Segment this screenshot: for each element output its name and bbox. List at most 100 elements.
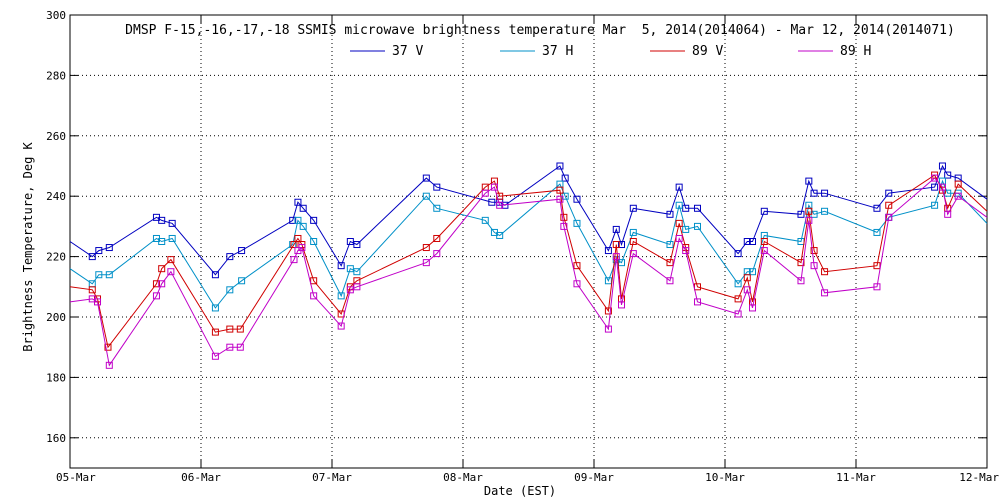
data-point-37-h bbox=[821, 207, 829, 215]
data-point-89-h bbox=[743, 286, 751, 294]
data-point-37-v bbox=[556, 162, 564, 170]
data-point-37-h bbox=[873, 228, 881, 236]
data-point-89-h bbox=[211, 352, 219, 360]
data-point-89-h bbox=[290, 256, 298, 264]
axes: 160 180 200 220 240 260 280 300 05-Mar 06-Mar 07-M… bbox=[46, 9, 999, 484]
data-point-89-v bbox=[290, 241, 298, 249]
data-point-89-h bbox=[749, 304, 757, 312]
legend-label-89-v: 89 V bbox=[692, 44, 723, 59]
data-point-89-h bbox=[693, 298, 701, 306]
data-point-37-v bbox=[743, 238, 751, 245]
data-point-37-h bbox=[734, 280, 742, 288]
y-tick-label: 220 bbox=[46, 251, 66, 264]
series-line-89-h bbox=[69, 177, 988, 367]
series-89-v bbox=[69, 171, 988, 351]
data-point-89-h bbox=[353, 283, 361, 291]
data-point-37-h bbox=[666, 241, 674, 249]
data-point-89-h bbox=[337, 322, 345, 330]
data-point-37-h bbox=[168, 234, 176, 242]
data-point-89-v bbox=[556, 186, 564, 194]
x-tick-label: 11-Mar bbox=[836, 471, 876, 484]
data-point-89-h bbox=[481, 189, 489, 197]
data-point-89-v bbox=[88, 286, 96, 294]
data-point-89-v bbox=[236, 325, 244, 333]
data-point-37-v bbox=[289, 216, 297, 224]
data-point-89-h bbox=[734, 310, 742, 318]
data-point-89-h bbox=[490, 183, 498, 191]
data-point-89-h bbox=[805, 216, 813, 224]
y-tick-label: 180 bbox=[46, 371, 66, 384]
y-tick-label: 300 bbox=[46, 9, 66, 22]
data-point-89-h bbox=[612, 253, 620, 261]
data-point-37-v bbox=[604, 247, 612, 255]
data-point-89-v bbox=[104, 343, 112, 351]
data-point-89-h bbox=[760, 247, 768, 255]
data-point-89-v bbox=[885, 201, 893, 209]
data-point-37-h bbox=[693, 222, 701, 230]
data-point-37-h bbox=[299, 222, 307, 230]
data-point-89-v bbox=[226, 325, 234, 333]
data-point-89-h bbox=[298, 244, 306, 252]
data-point-37-v bbox=[488, 198, 496, 206]
data-point-89-v bbox=[954, 180, 962, 188]
data-point-37-v bbox=[337, 262, 345, 270]
data-point-37-v bbox=[760, 207, 768, 215]
data-point-89-v bbox=[675, 219, 683, 227]
series-37-v bbox=[69, 162, 988, 279]
x-axis-label: Date (EST) bbox=[484, 484, 556, 498]
x-tick-label: 12-Mar bbox=[959, 471, 999, 484]
data-point-89-v bbox=[158, 265, 166, 273]
data-point-37-v bbox=[734, 250, 742, 258]
data-point-37-v bbox=[105, 244, 113, 252]
data-point-89-v bbox=[612, 241, 620, 249]
data-point-37-v bbox=[885, 189, 893, 197]
data-point-89-h bbox=[629, 250, 637, 258]
data-point-37-v bbox=[618, 241, 626, 249]
data-point-89-h bbox=[944, 210, 952, 218]
data-point-89-h bbox=[346, 286, 354, 294]
chart-title: DMSP F-15,-16,-17,-18 SSMIS microwave br… bbox=[125, 23, 955, 38]
data-point-37-v bbox=[294, 198, 302, 206]
data-point-89-v bbox=[310, 277, 318, 285]
data-point-37-v bbox=[944, 171, 952, 179]
data-point-89-h bbox=[666, 277, 674, 285]
data-point-89-v bbox=[666, 259, 674, 267]
data-point-37-v bbox=[693, 204, 701, 212]
data-point-37-h bbox=[422, 192, 430, 200]
data-point-89-h bbox=[618, 301, 626, 309]
legend: 37 V 37 H 89 V 89 H bbox=[350, 44, 871, 59]
data-point-37-v bbox=[805, 177, 813, 185]
data-point-37-h bbox=[481, 216, 489, 224]
data-point-37-v bbox=[573, 195, 581, 203]
data-point-37-h bbox=[310, 238, 318, 245]
data-point-89-v bbox=[805, 207, 813, 215]
legend-label-89-h: 89 H bbox=[840, 44, 871, 59]
data-point-37-v bbox=[810, 189, 818, 197]
data-point-89-h bbox=[604, 325, 612, 333]
data-point-37-v bbox=[938, 162, 946, 170]
y-tick-label: 240 bbox=[46, 190, 66, 203]
data-point-37-v bbox=[346, 238, 354, 245]
data-point-89-h bbox=[236, 343, 244, 351]
data-point-37-v bbox=[88, 253, 96, 261]
data-point-89-h bbox=[158, 280, 166, 288]
data-point-37-v bbox=[821, 189, 829, 197]
data-point-89-h bbox=[152, 292, 160, 300]
data-point-37-v bbox=[226, 253, 234, 261]
data-point-37-v bbox=[168, 219, 176, 227]
data-point-37-v bbox=[873, 204, 881, 212]
data-point-89-h bbox=[675, 234, 683, 242]
series-line-89-v bbox=[69, 174, 988, 349]
data-point-37-v bbox=[422, 174, 430, 182]
x-tick-label: 08-Mar bbox=[443, 471, 483, 484]
data-point-89-h bbox=[226, 343, 234, 351]
data-point-89-v bbox=[573, 262, 581, 270]
data-point-37-h bbox=[433, 204, 441, 212]
y-tick-label: 160 bbox=[46, 432, 66, 445]
data-point-37-h bbox=[675, 201, 683, 209]
data-point-89-h bbox=[94, 298, 102, 306]
data-point-37-h bbox=[226, 286, 234, 294]
y-tick-label: 200 bbox=[46, 311, 66, 324]
x-tick-label: 07-Mar bbox=[312, 471, 352, 484]
